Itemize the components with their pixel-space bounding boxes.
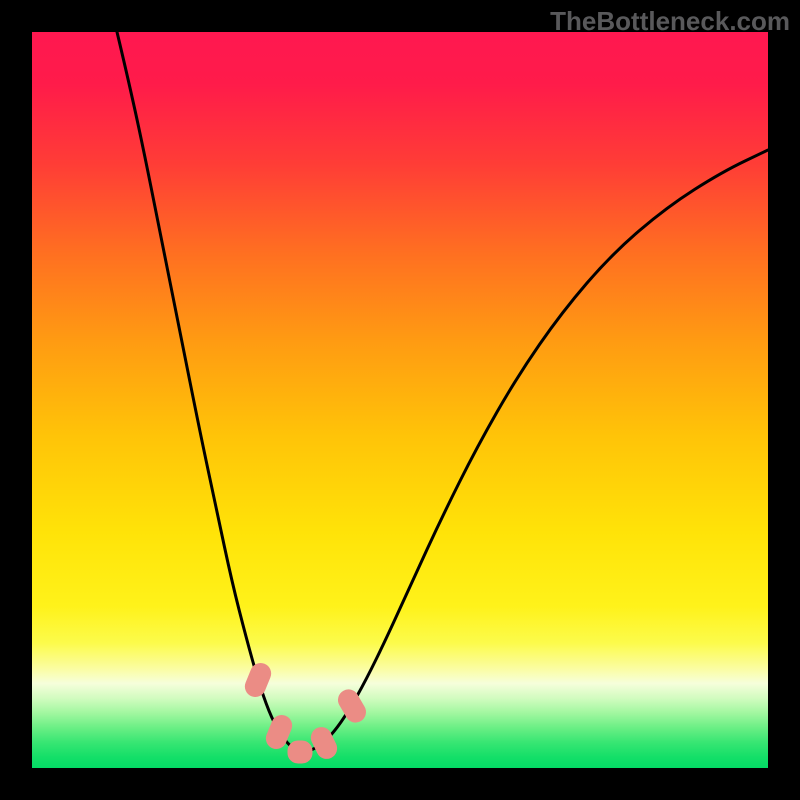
- chart-svg: [32, 32, 768, 768]
- chart-plot-area: [32, 32, 768, 768]
- watermark-text: TheBottleneck.com: [550, 6, 790, 37]
- curve-marker: [288, 741, 312, 763]
